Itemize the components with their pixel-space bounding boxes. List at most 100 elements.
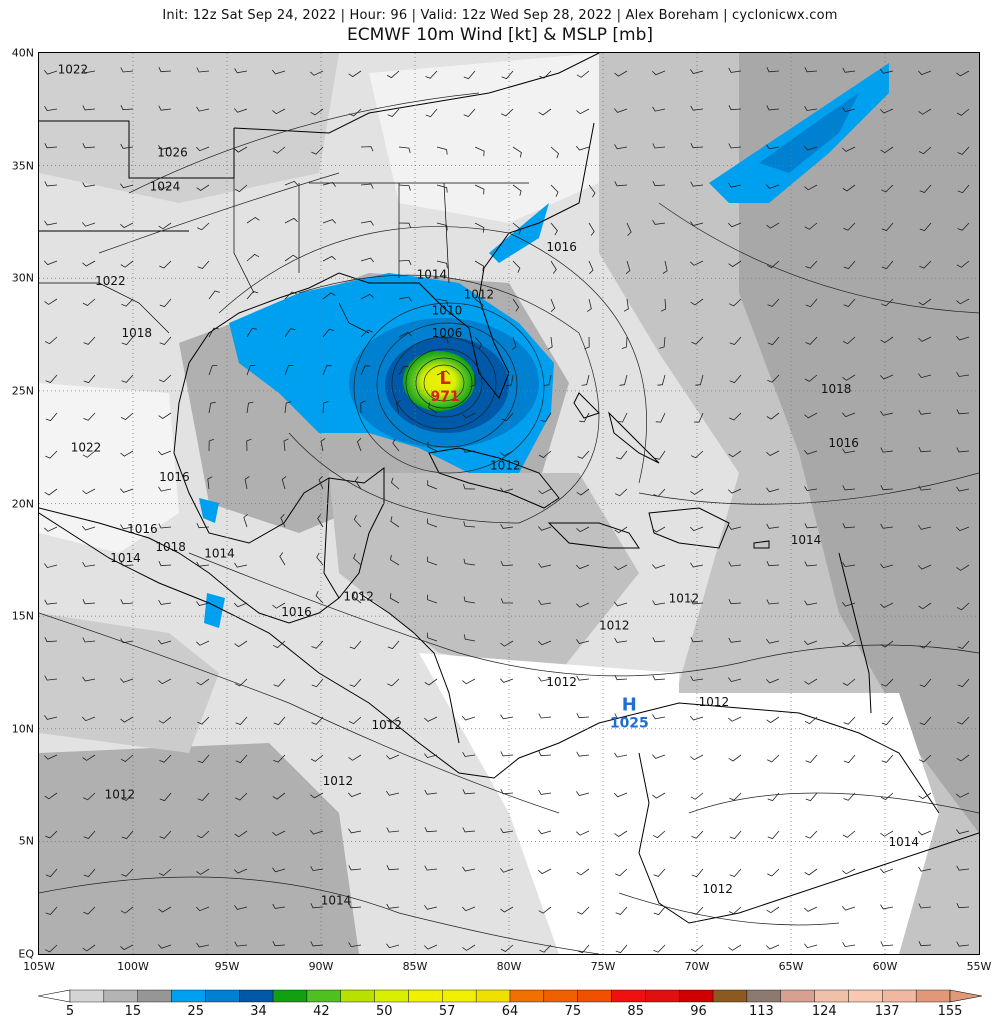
- wind-barb: [500, 450, 514, 457]
- wind-barb: [690, 181, 704, 187]
- wind-barb: [729, 374, 742, 384]
- wind-barb: [512, 260, 521, 273]
- wind-barb: [474, 222, 485, 233]
- isobar-label: 1014: [204, 547, 235, 561]
- wind-barb: [579, 412, 590, 423]
- wind-barb: [550, 298, 556, 312]
- wind-barb: [82, 637, 96, 643]
- wind-barb: [120, 716, 134, 723]
- wind-barb: [614, 181, 628, 187]
- isobar-labels: 1022102610241022101810141012101010061016…: [58, 62, 920, 907]
- wind-barb: [804, 600, 818, 606]
- wind-barb: [767, 830, 780, 840]
- wind-barb: [804, 105, 818, 111]
- wind-barb: [500, 487, 514, 493]
- wind-barb: [474, 184, 485, 195]
- wind-barb: [197, 792, 210, 801]
- wind-barb: [538, 713, 552, 719]
- wind-barb: [246, 290, 259, 300]
- wind-barb: [120, 105, 134, 111]
- wind-barb: [842, 942, 856, 948]
- wind-barb: [690, 944, 704, 952]
- wind-barb: [246, 438, 252, 452]
- wind-barb: [234, 640, 248, 648]
- wind-barb: [120, 561, 134, 567]
- wind-barb: [538, 906, 552, 914]
- wind-barb: [284, 401, 292, 414]
- wind-barb: [880, 640, 894, 648]
- wind-barb: [766, 944, 780, 950]
- wind-barb: [121, 336, 134, 346]
- wind-barb: [352, 591, 362, 604]
- wind-barb: [615, 488, 628, 497]
- wind-barb: [512, 146, 522, 158]
- wind-barb: [234, 941, 248, 947]
- wind-barb: [44, 143, 58, 149]
- wind-barb: [424, 865, 438, 871]
- wind-barb: [804, 486, 818, 492]
- wind-barb: [196, 106, 210, 112]
- wind-barb: [918, 866, 932, 872]
- wind-barb: [462, 447, 476, 453]
- wind-barb: [310, 108, 324, 116]
- isobar-label: 1012: [669, 592, 700, 606]
- colorbar-cell: [239, 989, 274, 1003]
- wind-barb: [919, 260, 932, 269]
- wind-barb: [576, 675, 590, 681]
- wind-barb: [197, 260, 210, 269]
- isobar-label: 1012: [372, 718, 403, 732]
- wind-barb: [501, 412, 514, 422]
- wind-barb: [159, 374, 172, 383]
- wind-barb: [82, 105, 96, 111]
- wind-barb: [83, 906, 96, 915]
- wind-barb: [234, 68, 248, 74]
- wind-barb: [246, 365, 256, 376]
- wind-barb: [842, 562, 856, 568]
- wind-barb: [386, 827, 400, 833]
- map-header: Init: 12z Sat Sep 24, 2022 | Hour: 96 | …: [0, 0, 1000, 45]
- wind-barb: [310, 754, 324, 762]
- weather-map[interactable]: 1022 1026 1024 1022 1018 1014 1012 1010 1006 1016…: [38, 52, 980, 955]
- wind-barb: [625, 260, 631, 275]
- wind-barb: [45, 412, 58, 422]
- wind-barb: [398, 222, 412, 229]
- wind-barb: [158, 222, 172, 230]
- wind-barb: [956, 70, 970, 77]
- wind-barb: [690, 69, 704, 74]
- wind-barb: [462, 827, 476, 833]
- wind-barb: [652, 675, 666, 681]
- wind-barb: [766, 561, 780, 567]
- wind-barb: [691, 830, 704, 839]
- wind-barb: [689, 715, 704, 721]
- wind-barb: [728, 525, 742, 530]
- wind-barb: [246, 401, 254, 414]
- wind-barb: [120, 67, 134, 73]
- wind-barb: [805, 336, 818, 345]
- wind-barb: [500, 523, 514, 529]
- isobar-label: 1012: [105, 788, 136, 802]
- wind-barb: [348, 828, 362, 834]
- wind-barb: [918, 941, 932, 947]
- wind-barb: [284, 180, 298, 186]
- wind-barb: [956, 447, 970, 453]
- wind-barb: [614, 830, 628, 837]
- wind-barb: [121, 792, 134, 801]
- wind-barb: [271, 69, 286, 75]
- colorbar-tick-label: 5: [65, 1004, 75, 1019]
- wind-barb: [44, 675, 58, 681]
- wind-barb: [918, 70, 932, 76]
- wind-barb: [272, 640, 286, 649]
- wind-barb: [843, 298, 856, 307]
- wind-barb: [387, 640, 400, 650]
- wind-barb: [537, 526, 552, 531]
- wind-barb: [233, 108, 248, 113]
- wind-barb: [880, 68, 894, 74]
- wind-barb: [690, 675, 704, 681]
- wind-barb: [158, 67, 172, 73]
- wind-barb: [880, 941, 894, 947]
- wind-barb: [880, 336, 894, 344]
- wind-barb: [613, 108, 628, 113]
- wind-barb: [272, 830, 286, 836]
- wind-barb: [158, 906, 172, 913]
- wind-barb: [651, 754, 666, 759]
